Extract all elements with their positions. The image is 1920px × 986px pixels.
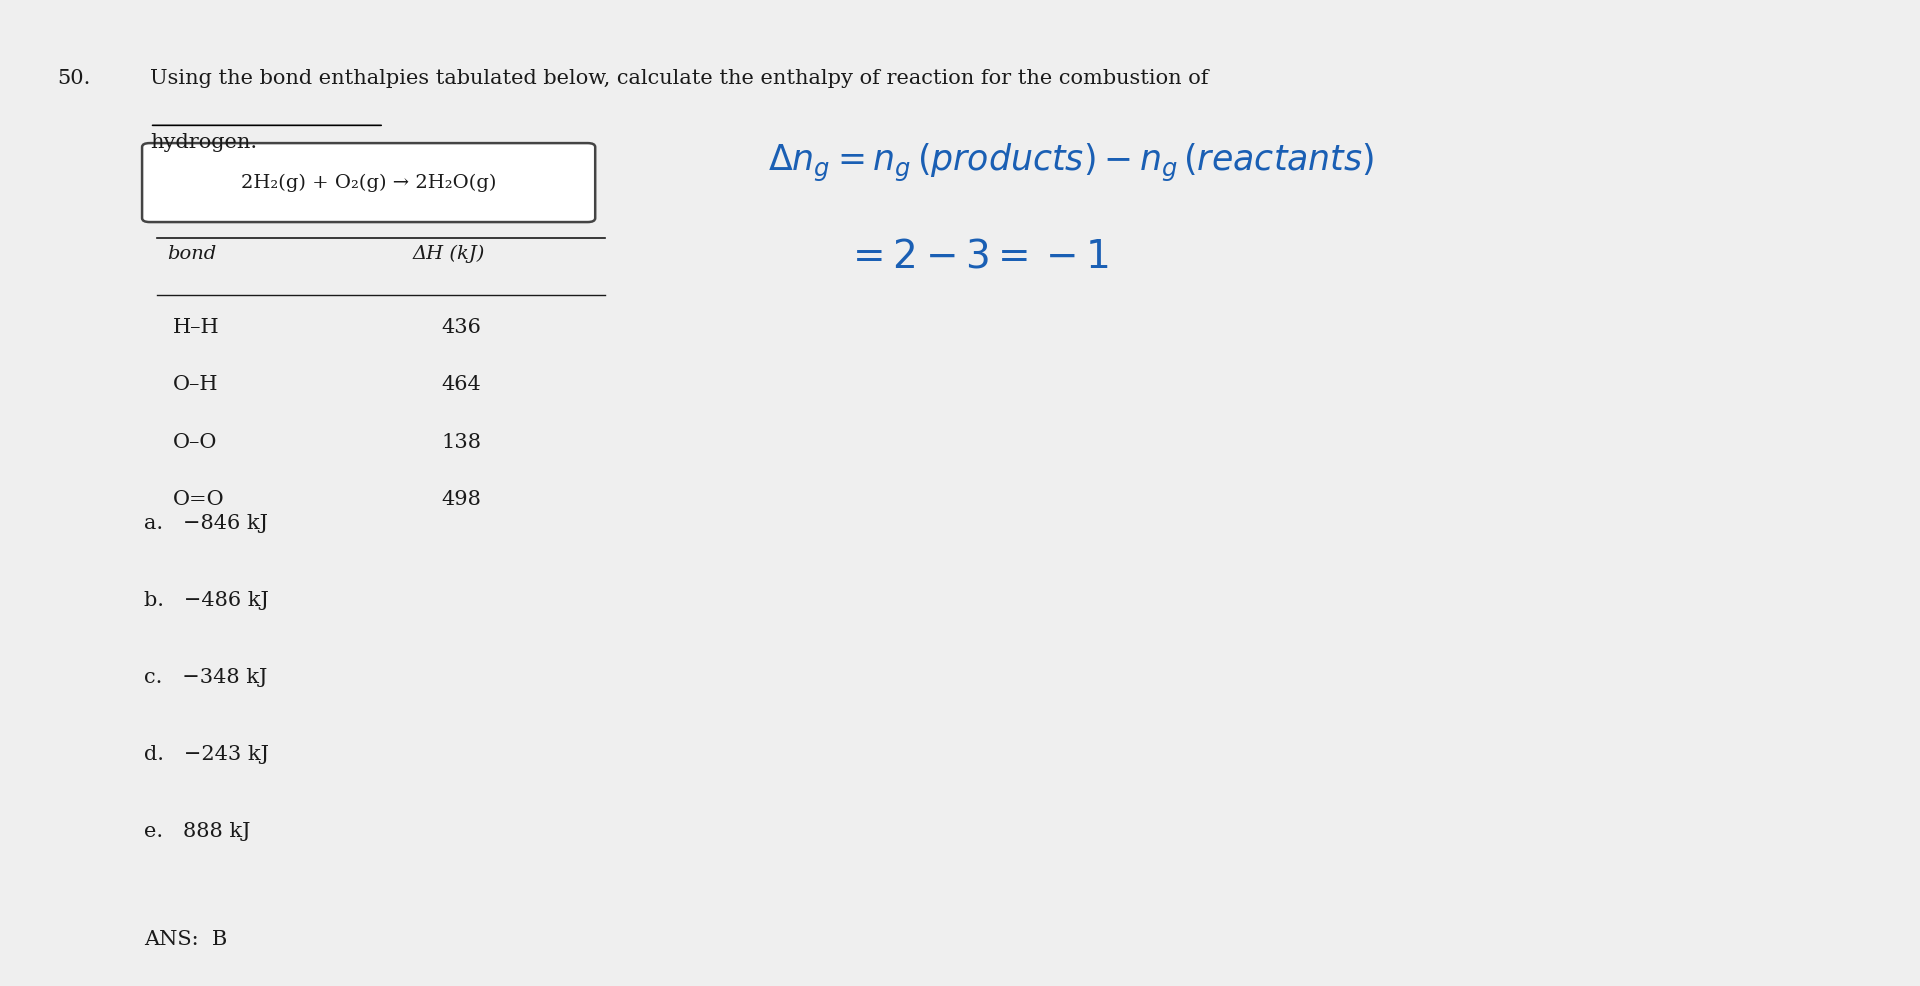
Text: e.   888 kJ: e. 888 kJ: [144, 820, 250, 840]
Text: $= 2 - 3 = -1$: $= 2 - 3 = -1$: [845, 238, 1108, 275]
Text: a.   −846 kJ: a. −846 kJ: [144, 513, 269, 532]
Text: 2H₂(g) + O₂(g) → 2H₂O(g): 2H₂(g) + O₂(g) → 2H₂O(g): [240, 174, 497, 191]
Text: 436: 436: [442, 317, 482, 337]
Text: b.   −486 kJ: b. −486 kJ: [144, 590, 269, 609]
Text: 50.: 50.: [58, 69, 90, 88]
Text: bond: bond: [167, 245, 217, 262]
Text: 138: 138: [442, 432, 482, 452]
Text: O–H: O–H: [173, 375, 219, 394]
Text: c.   −348 kJ: c. −348 kJ: [144, 667, 267, 686]
Text: 498: 498: [442, 489, 482, 509]
Text: ΔH (kJ): ΔH (kJ): [413, 245, 486, 262]
Text: $\Delta n_g = n_g\,(products) - n_g\,(reactants)$: $\Delta n_g = n_g\,(products) - n_g\,(re…: [768, 142, 1375, 183]
Text: ANS:  B: ANS: B: [144, 929, 227, 949]
Text: d.   −243 kJ: d. −243 kJ: [144, 743, 269, 763]
Text: 464: 464: [442, 375, 482, 394]
Text: O=O: O=O: [173, 489, 225, 509]
Text: Using the bond enthalpies tabulated below, calculate the enthalpy of reaction fo: Using the bond enthalpies tabulated belo…: [150, 69, 1208, 88]
FancyBboxPatch shape: [142, 144, 595, 223]
Text: O–O: O–O: [173, 432, 217, 452]
Text: hydrogen.: hydrogen.: [150, 133, 257, 152]
Text: H–H: H–H: [173, 317, 219, 337]
